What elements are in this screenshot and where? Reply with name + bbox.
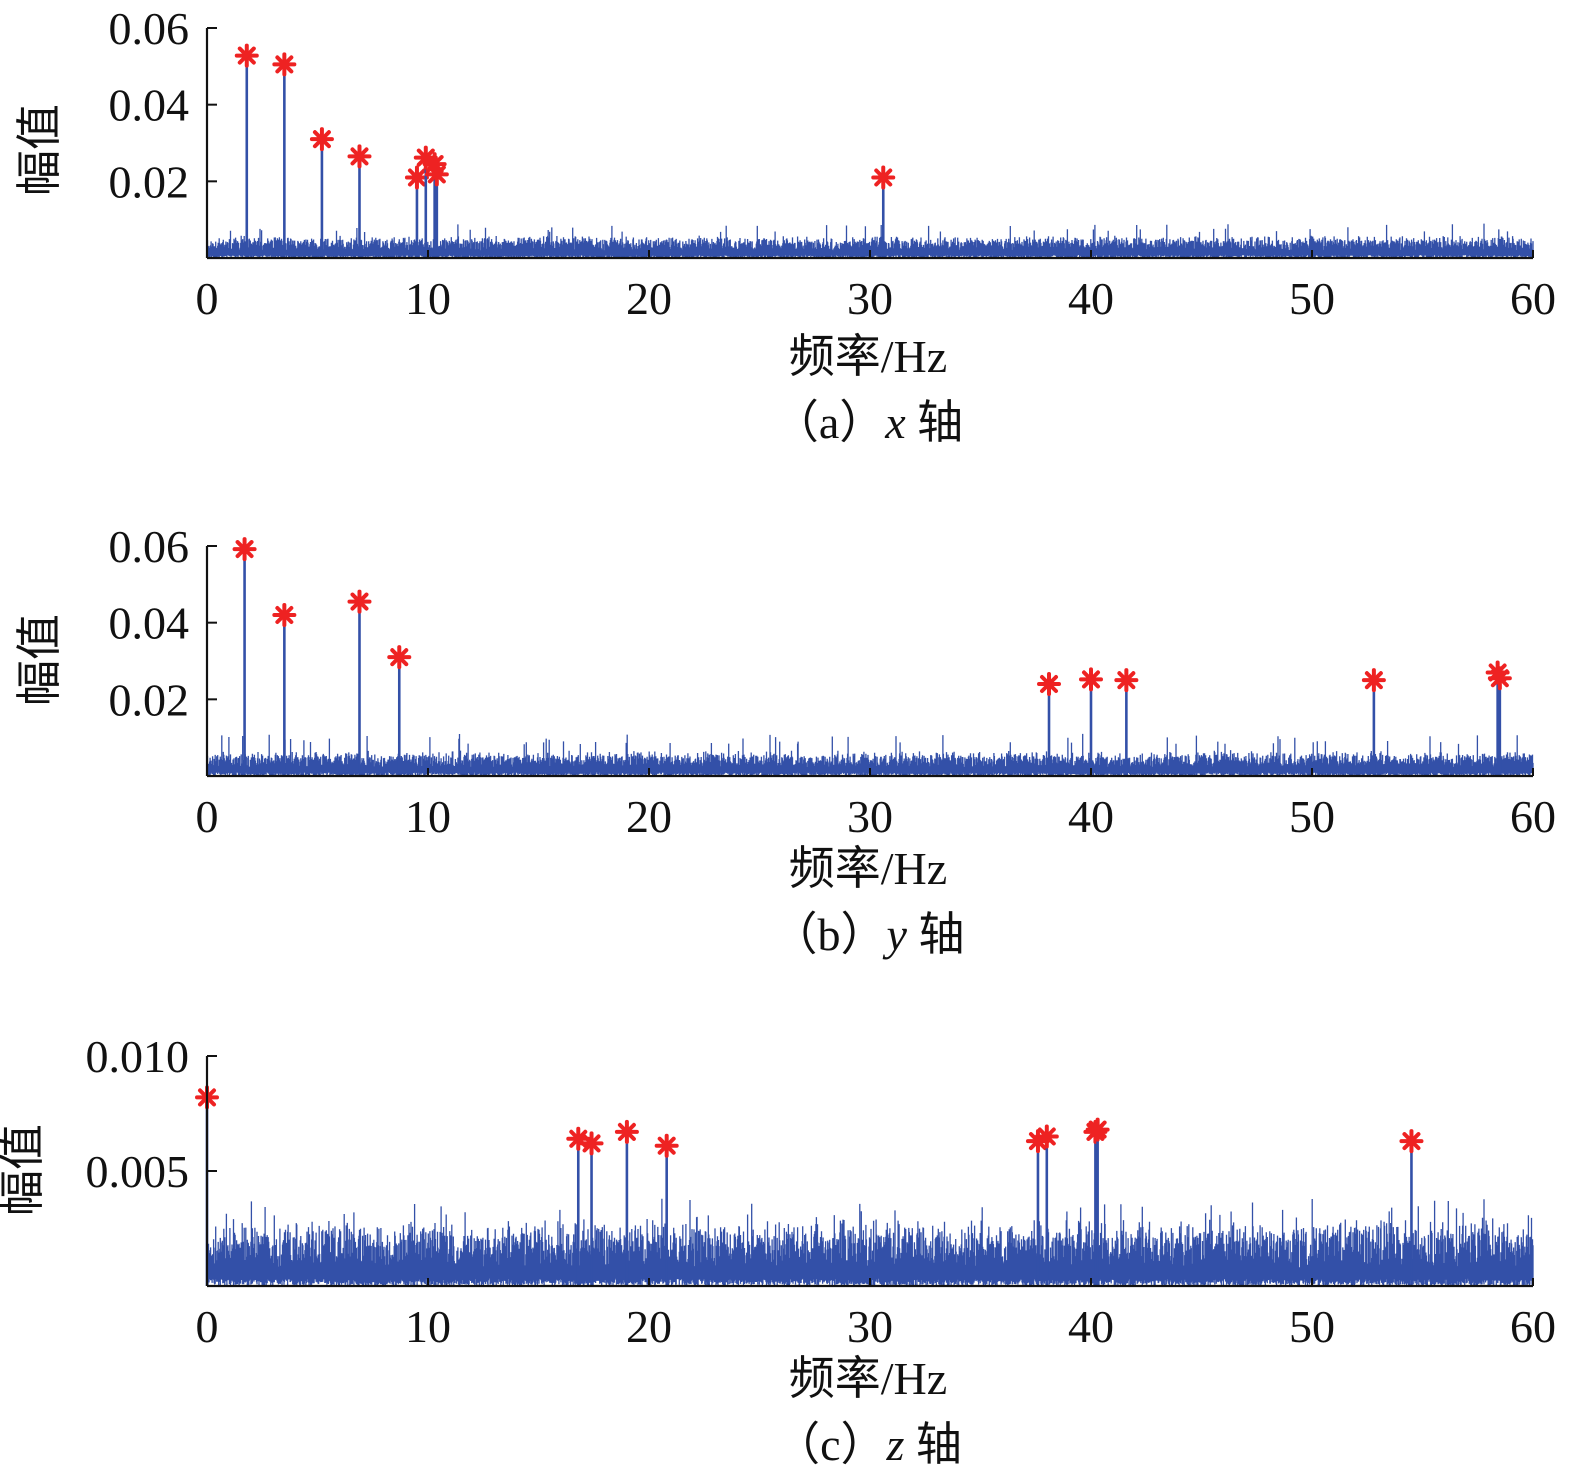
panel-a-ytick-label-1: 0.04 <box>109 80 190 131</box>
panel-b-peak-marker-0 <box>232 537 257 562</box>
panel-a-xlabel: 频率/Hz <box>789 331 947 382</box>
panel-a-ytick-label-2: 0.06 <box>109 3 190 54</box>
panel-b-peak-marker-6 <box>1114 668 1139 693</box>
panel-b-ytick-label-2: 0.06 <box>109 521 190 572</box>
panel-a-xtick-label-1: 10 <box>405 273 451 324</box>
panel-c-peak-marker-6 <box>1034 1124 1059 1149</box>
panel-a-ytick-label-0: 0.02 <box>109 156 190 207</box>
panel-a-caption-prefix: （a） <box>773 397 885 448</box>
panel-b-plot-area: 0 10 20 30 40 50 60 0.02 0.04 0.06 <box>109 521 1557 842</box>
panel-b-ytick-label-0: 0.02 <box>109 674 190 725</box>
panel-c-xtick-label-5: 50 <box>1289 1301 1335 1352</box>
panel-a-plot-area: 0 10 20 30 40 50 60 0.02 0.04 0.06 <box>109 3 1557 324</box>
panel-a-xtick-label-2: 20 <box>626 273 672 324</box>
panel-b-caption-prefix: （b） <box>772 909 887 960</box>
panel-b-peak-marker-4 <box>1037 672 1062 696</box>
panel-b-caption-axis: y <box>883 909 908 960</box>
panel-c-ylabel: 幅值 <box>0 1124 48 1216</box>
panel-a-peak-marker-8 <box>871 165 896 190</box>
panel-b-xtick-label-0: 0 <box>196 791 219 842</box>
panel-c-caption-axis: z <box>886 1419 905 1470</box>
panel-c-caption-suffix: 轴 <box>904 1419 962 1470</box>
panel-b-xtick-label-5: 50 <box>1289 791 1335 842</box>
panel-b-ylabel: 幅值 <box>14 614 65 706</box>
panel-c-peak-marker-8 <box>1085 1117 1110 1142</box>
panel-c-spectrum-series <box>206 1198 1534 1286</box>
panel-b-xtick-label-4: 40 <box>1068 791 1114 842</box>
panel-b-xtick-label-2: 20 <box>626 791 672 842</box>
panel-a-caption: （a）x 轴 <box>773 397 963 448</box>
panel-b-peak-marker-5 <box>1079 667 1103 692</box>
panel-c-ytick-label-1: 0.010 <box>86 1031 190 1082</box>
panel-c-xtick-label-0: 0 <box>196 1301 219 1352</box>
panel-a-caption-suffix: 轴 <box>906 397 964 448</box>
panel-b-peak-marker-1 <box>272 603 297 627</box>
panel-a-xtick-label-0: 0 <box>196 273 219 324</box>
panel-a-xtick-label-5: 50 <box>1289 273 1335 324</box>
panel-a-peak-marker-4 <box>404 165 429 190</box>
panel-c-peak-marker-2 <box>579 1131 604 1156</box>
panel-a-peak-marker-2 <box>309 127 334 152</box>
panel-c-caption-prefix: （c） <box>774 1419 886 1470</box>
panel-b-xtick-label-6: 60 <box>1510 791 1556 842</box>
panel-c-ytick-label-0: 0.005 <box>86 1146 190 1197</box>
panel-a-peak-marker-7 <box>424 162 449 187</box>
panel-a-xtick-label-3: 30 <box>847 273 893 324</box>
panel-a-ylabel: 幅值 <box>14 104 65 196</box>
panel-a-peak-marker-3 <box>347 144 372 169</box>
panel-b: 0 10 20 30 40 50 60 0.02 0.04 0.06 幅值 频率/Hz （b）y … <box>14 521 1556 960</box>
panel-c-caption: （c）z 轴 <box>774 1419 962 1470</box>
panel-b-ytick-label-1: 0.04 <box>109 598 190 649</box>
panel-c-peak-marker-9 <box>1399 1129 1424 1154</box>
panel-b-xtick-label-1: 10 <box>405 791 451 842</box>
panel-a-peak-marker-1 <box>272 52 297 77</box>
panel-b-caption-suffix: 轴 <box>907 909 965 960</box>
panel-a-caption-axis: x <box>884 397 906 448</box>
panel-b-peak-marker-7 <box>1361 668 1386 693</box>
panel-c: 0 10 20 30 40 50 60 0.005 0.010 幅值 频率/Hz （c）z 轴 <box>0 1031 1556 1470</box>
panel-c-peak-marker-3 <box>614 1119 639 1144</box>
panel-c-xtick-label-3: 30 <box>847 1301 893 1352</box>
panel-c-peak-marker-4 <box>654 1133 679 1158</box>
panel-c-xtick-label-2: 20 <box>626 1301 672 1352</box>
panel-c-xtick-label-6: 60 <box>1510 1301 1556 1352</box>
panel-b-caption: （b）y 轴 <box>772 909 965 960</box>
panel-c-xlabel: 频率/Hz <box>789 1353 947 1404</box>
panel-c-xtick-label-1: 10 <box>405 1301 451 1352</box>
panel-b-xtick-label-3: 30 <box>847 791 893 842</box>
panel-c-plot-area: 0 10 20 30 40 50 60 0.005 0.010 <box>86 1031 1557 1352</box>
panel-b-peak-marker-3 <box>387 645 412 670</box>
panel-a-xtick-label-4: 40 <box>1068 273 1114 324</box>
panel-b-peak-marker-9 <box>1487 666 1512 691</box>
panel-c-xtick-label-4: 40 <box>1068 1301 1114 1352</box>
panel-a-xtick-label-6: 60 <box>1510 273 1556 324</box>
panel-b-peak-marker-2 <box>347 589 372 614</box>
panel-a-peak-marker-0 <box>234 43 259 68</box>
panel-b-xlabel: 频率/Hz <box>789 843 947 894</box>
panel-a: 0 10 20 30 40 50 60 0.02 0.04 0.06 幅值 频率/Hz （a）x … <box>14 3 1556 448</box>
